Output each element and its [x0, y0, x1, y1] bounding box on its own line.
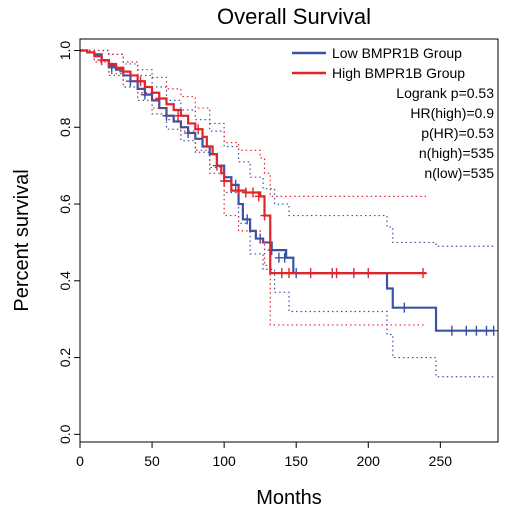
censor-mark — [241, 187, 250, 198]
plot-frame — [79, 38, 499, 443]
censor-mark — [280, 252, 289, 263]
censor-mark — [243, 214, 252, 225]
censor-mark — [97, 55, 106, 66]
x-axis-title: Months — [256, 487, 322, 509]
y-tick-label: 0.6 — [57, 194, 73, 214]
censor-mark — [136, 76, 145, 87]
censor-mark — [248, 187, 257, 198]
censor-mark — [194, 124, 203, 135]
censor-mark — [349, 268, 358, 279]
y-tick-label: 0.4 — [57, 271, 73, 291]
censor-mark — [155, 93, 164, 104]
y-tick-label: 0.8 — [57, 117, 73, 137]
censor-mark — [400, 302, 409, 313]
y-tick-label: 0.2 — [57, 348, 73, 368]
censor-mark — [306, 268, 315, 279]
censor-mark — [489, 325, 498, 336]
censor-mark — [277, 268, 286, 279]
censor-mark — [285, 268, 293, 279]
censor-mark — [332, 268, 341, 279]
censor-mark — [140, 89, 149, 100]
axes: 0 50 100 150 200 250 0.0 0.2 0.4 0.6 0.8 1.0 — [57, 41, 452, 469]
x-tick-label: 100 — [212, 453, 236, 469]
y-tick-label: 1.0 — [57, 41, 73, 61]
censor-mark — [472, 325, 481, 336]
y-tick-label: 0.0 — [57, 424, 73, 444]
legend-label-low: Low BMPR1B Group — [332, 45, 462, 61]
stat-p-hr: p(HR)=0.53 — [421, 125, 494, 141]
x-tick-label: 150 — [285, 453, 309, 469]
ci-lower-line — [80, 49, 426, 326]
censor-mark — [184, 128, 193, 139]
censor-mark — [462, 325, 471, 336]
censor-mark — [364, 268, 373, 279]
stat-logrank: Logrank p=0.53 — [396, 85, 494, 101]
series-high — [80, 49, 428, 326]
censor-mark — [119, 66, 128, 77]
ci-upper-line — [80, 49, 426, 197]
censor-mark — [267, 245, 276, 256]
legend: Low BMPR1B Group High BMPR1B Group Logra… — [292, 45, 494, 181]
stat-n-high: n(high)=535 — [419, 145, 494, 161]
censor-mark — [231, 179, 240, 190]
x-tick-label: 0 — [76, 453, 84, 469]
censor-mark — [482, 325, 491, 336]
censor-mark — [174, 110, 183, 121]
censor-mark — [260, 210, 269, 221]
censor-mark — [254, 191, 263, 202]
x-tick-label: 200 — [357, 453, 381, 469]
stat-hr-high: HR(high)=0.9 — [410, 105, 494, 121]
censor-mark — [162, 110, 171, 121]
survival-curve — [80, 49, 426, 275]
censor-mark — [220, 176, 229, 187]
censor-mark — [447, 325, 456, 336]
censor-mark — [234, 185, 243, 196]
stat-n-low: n(low)=535 — [424, 165, 494, 181]
x-tick-label: 50 — [144, 453, 160, 469]
y-axis-title: Percent survival — [11, 169, 33, 311]
plot-area — [80, 49, 498, 378]
legend-label-high: High BMPR1B Group — [332, 65, 465, 81]
ci-lower-line — [80, 49, 494, 378]
censor-mark — [419, 268, 428, 279]
chart-title: Overall Survival — [217, 4, 371, 29]
x-tick-label: 250 — [429, 453, 453, 469]
